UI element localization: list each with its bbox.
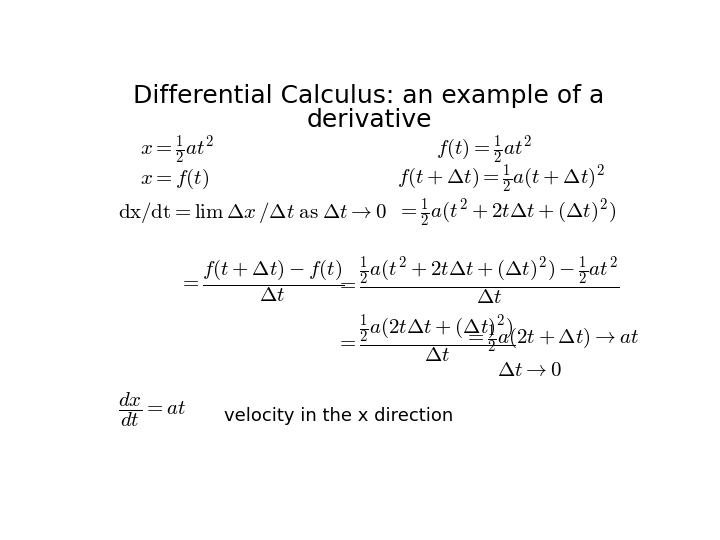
Text: $\mathrm{dx/dt} = \lim\, \Delta x\, /\Delta t\; \mathrm{as}\; \Delta t \rightarr: $\mathrm{dx/dt} = \lim\, \Delta x\, /\De…	[118, 200, 387, 225]
Text: $= \frac{1}{2}a(t^2 + 2t\Delta t + (\Delta t)^2)$: $= \frac{1}{2}a(t^2 + 2t\Delta t + (\Del…	[397, 196, 616, 228]
Text: velocity in the x direction: velocity in the x direction	[224, 407, 453, 425]
Text: $= \dfrac{\frac{1}{2}a(t^2 + 2t\Delta t + (\Delta t)^2) - \frac{1}{2}at^2}{\Delt: $= \dfrac{\frac{1}{2}a(t^2 + 2t\Delta t …	[336, 254, 619, 307]
Text: $f(t+\Delta t) = \frac{1}{2}a(t+\Delta t)^2$: $f(t+\Delta t) = \frac{1}{2}a(t+\Delta t…	[397, 163, 606, 195]
Text: $= \dfrac{f(t+\Delta t) - f(t)}{\Delta t}$: $= \dfrac{f(t+\Delta t) - f(t)}{\Delta t…	[179, 258, 344, 304]
Text: Differential Calculus: an example of a: Differential Calculus: an example of a	[133, 84, 605, 107]
Text: $x = f(t)$: $x = f(t)$	[140, 167, 210, 191]
Text: derivative: derivative	[306, 109, 432, 132]
Text: $= \frac{1}{2}a(2t + \Delta t) \rightarrow at$: $= \frac{1}{2}a(2t + \Delta t) \rightarr…	[464, 323, 639, 355]
Text: $x = \frac{1}{2}at^2$: $x = \frac{1}{2}at^2$	[140, 134, 215, 166]
Text: $= \dfrac{\frac{1}{2}a(2t\Delta t + (\Delta t)^2)}{\Delta t}$: $= \dfrac{\frac{1}{2}a(2t\Delta t + (\De…	[336, 313, 515, 366]
Text: $\dfrac{dx}{dt} = at$: $\dfrac{dx}{dt} = at$	[118, 390, 186, 429]
Text: $f(t) = \frac{1}{2}at^2$: $f(t) = \frac{1}{2}at^2$	[436, 134, 533, 166]
Text: $\Delta t \rightarrow 0$: $\Delta t \rightarrow 0$	[498, 360, 562, 380]
